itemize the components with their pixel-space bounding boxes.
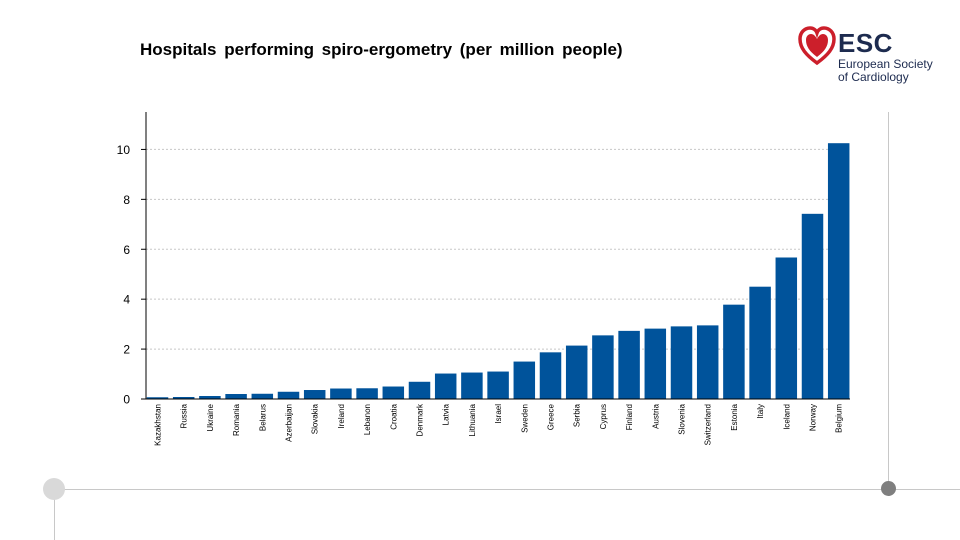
- decor-dot-left: [43, 478, 65, 500]
- x-tick-label: Denmark: [416, 403, 425, 436]
- x-tick-label: Austria: [651, 403, 660, 428]
- bar: [277, 391, 300, 399]
- axes: [141, 112, 850, 400]
- bar: [330, 388, 352, 399]
- x-tick-label: Norway: [809, 404, 818, 431]
- bar: [827, 143, 850, 399]
- bar: [749, 286, 771, 399]
- x-tick-label: Lithuania: [468, 403, 477, 436]
- x-tick-label: Iceland: [782, 404, 791, 430]
- tick-labels: 0 2 4 6 8 10 Kazakhstan Russia Ukraine Romania Bel…: [117, 143, 844, 446]
- x-tick-label: Croatia: [389, 403, 398, 429]
- bar: [670, 326, 693, 399]
- bar: [487, 371, 509, 399]
- x-tick-label: Cyprus: [599, 404, 608, 429]
- bar: [356, 388, 378, 399]
- x-tick-label: Slovakia: [311, 403, 320, 434]
- bar: [539, 352, 562, 399]
- x-tick-label: Slovenia: [678, 403, 687, 434]
- x-tick-label: Ireland: [337, 404, 346, 428]
- x-tick-label: Italy: [756, 404, 765, 419]
- y-tick-label: 0: [123, 393, 130, 407]
- bar: [592, 335, 614, 399]
- bar: [644, 328, 667, 399]
- bar: [408, 381, 431, 399]
- y-tick-label: 10: [117, 143, 131, 157]
- x-tick-label: Belgium: [835, 404, 844, 433]
- decor-dot-right: [881, 481, 896, 496]
- logo-line1: European Society: [838, 57, 933, 71]
- x-tick-label: Kazakhstan: [154, 404, 163, 446]
- x-tick-label: Latvia: [442, 403, 451, 425]
- decor-vertical-line-left: [54, 489, 55, 540]
- logo-name: ESC: [838, 28, 893, 58]
- bar: [199, 396, 221, 399]
- x-tick-label: Estonia: [730, 403, 739, 430]
- bar: [618, 330, 640, 399]
- bar: [513, 361, 536, 399]
- y-tick-label: 2: [123, 343, 130, 357]
- bar: [225, 394, 247, 399]
- decor-horizontal-line: [54, 489, 960, 490]
- y-tick-label: 4: [123, 293, 130, 307]
- bar: [696, 325, 719, 399]
- heart-logo-icon: [798, 26, 836, 66]
- x-tick-label: Greece: [547, 403, 556, 430]
- bar: [382, 386, 405, 399]
- bar: [146, 397, 169, 399]
- bar: [251, 393, 274, 399]
- y-tick-label: 8: [123, 193, 130, 207]
- bar: [801, 213, 824, 399]
- x-tick-label: Serbia: [573, 403, 582, 427]
- bar: [565, 345, 588, 399]
- x-tick-label: Belarus: [258, 404, 267, 431]
- x-tick-label: Azerbaijan: [285, 404, 294, 442]
- x-tick-label: Sweden: [520, 404, 529, 433]
- x-tick-label: Lebanon: [363, 404, 372, 435]
- esc-logo: ESC European Society of Cardiology: [798, 26, 948, 92]
- x-tick-label: Romania: [232, 403, 241, 436]
- x-tick-label: Israel: [494, 404, 503, 424]
- bar: [461, 372, 483, 399]
- bar: [434, 373, 457, 399]
- bar: [723, 304, 745, 399]
- slide-title: Hospitals performing spiro-ergometry (pe…: [140, 40, 623, 59]
- decor-vertical-line-right: [888, 112, 889, 488]
- logo-line2: of Cardiology: [838, 70, 909, 84]
- y-tick-label: 6: [123, 243, 130, 257]
- x-tick-label: Russia: [180, 403, 189, 428]
- bars: [146, 143, 850, 399]
- x-tick-label: Finland: [625, 404, 634, 430]
- bar: [303, 390, 326, 399]
- bar: [775, 257, 798, 399]
- grid-lines: [146, 148, 850, 350]
- bar: [172, 397, 195, 399]
- x-tick-label: Switzerland: [704, 404, 713, 445]
- x-tick-label: Ukraine: [206, 403, 215, 431]
